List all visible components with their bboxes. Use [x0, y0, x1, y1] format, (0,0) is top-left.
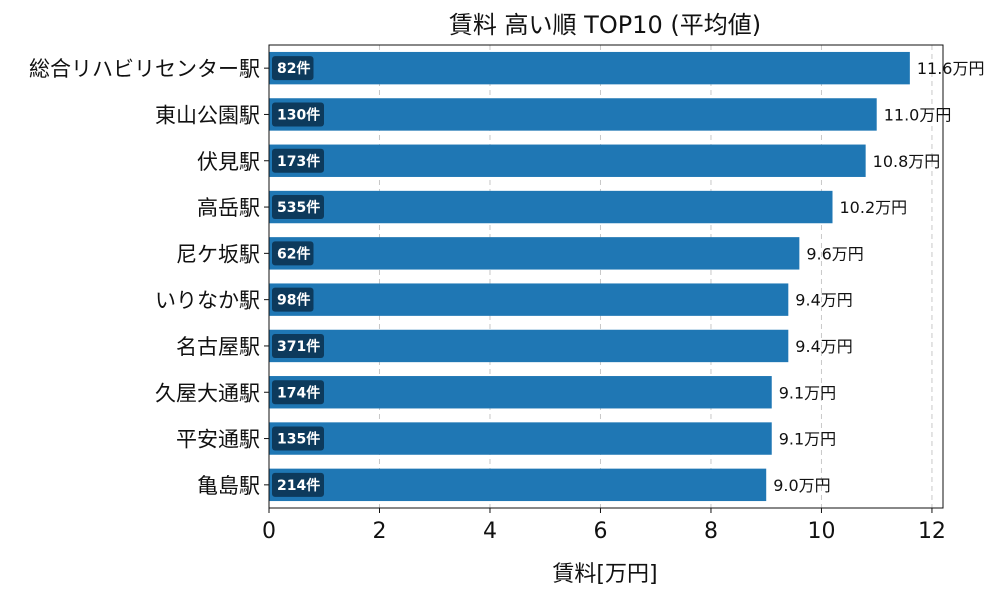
value-label: 10.8万円 [873, 152, 941, 171]
value-label: 9.4万円 [795, 291, 852, 310]
axes: 総合リハビリセンター駅東山公園駅伏見駅高岳駅尼ケ坂駅いりなか駅名古屋駅久屋大通駅… [29, 44, 946, 544]
bars-group: 11.6万円 82件 11.0万円 130件 10.8万円 173件 10.2万円 535件 9… [269, 51, 985, 502]
count-label: 535件 [277, 199, 320, 216]
count-label: 371件 [277, 338, 320, 355]
count-badge [272, 472, 324, 497]
category-label: 平安通駅 [176, 428, 260, 452]
count-badge [272, 287, 314, 312]
category-label: いりなか駅 [155, 289, 260, 313]
count-badge [272, 102, 324, 127]
count-label: 174件 [277, 384, 320, 401]
x-tick-label: 6 [593, 519, 607, 544]
x-tick-label: 4 [483, 519, 497, 544]
chart-title: 賃料 高い順 TOP10 (平均値) [449, 11, 761, 39]
x-tick-label: 0 [262, 519, 276, 544]
bar [269, 422, 772, 455]
count-badge [272, 195, 324, 220]
count-label: 82件 [277, 60, 310, 77]
value-label: 9.1万円 [779, 430, 836, 449]
value-label: 11.0万円 [884, 105, 952, 124]
count-badge [272, 148, 324, 173]
category-label: 久屋大通駅 [155, 381, 260, 405]
value-label: 10.2万円 [840, 198, 908, 217]
plot-frame [268, 44, 944, 509]
x-tick-label: 8 [704, 519, 718, 544]
count-label: 214件 [277, 477, 320, 494]
category-label: 東山公園駅 [155, 103, 260, 127]
category-label: 亀島駅 [197, 474, 260, 498]
count-label: 98件 [277, 292, 310, 309]
bar [269, 144, 866, 177]
count-badge [272, 380, 324, 405]
category-label: 尼ケ坂駅 [176, 242, 260, 266]
count-label: 130件 [277, 106, 320, 123]
count-label: 173件 [277, 153, 320, 170]
bar [269, 329, 789, 363]
category-label: 伏見駅 [197, 150, 260, 174]
bar [269, 376, 772, 409]
count-badge [272, 241, 314, 266]
category-label: 高岳駅 [197, 196, 260, 220]
bar [269, 98, 877, 131]
value-label: 9.1万円 [779, 383, 836, 402]
value-label: 9.4万円 [795, 337, 852, 356]
bar [269, 468, 767, 502]
count-badge [272, 333, 324, 358]
bar [269, 283, 789, 316]
x-axis-label: 賃料[万円] [552, 562, 657, 587]
bar [269, 51, 910, 85]
bar [269, 190, 833, 224]
count-badge [272, 56, 314, 81]
value-label: 11.6万円 [917, 59, 985, 78]
value-label: 9.6万円 [806, 244, 863, 263]
count-label: 135件 [277, 431, 320, 448]
value-label: 9.0万円 [773, 476, 830, 495]
category-label: 名古屋駅 [176, 335, 260, 359]
count-label: 62件 [277, 245, 310, 262]
x-tick-label: 2 [372, 519, 386, 544]
category-label: 総合リハビリセンター駅 [29, 57, 260, 81]
count-badge [272, 426, 324, 451]
bar [269, 237, 800, 270]
x-tick-label: 12 [918, 519, 946, 544]
x-tick-label: 10 [807, 519, 835, 544]
